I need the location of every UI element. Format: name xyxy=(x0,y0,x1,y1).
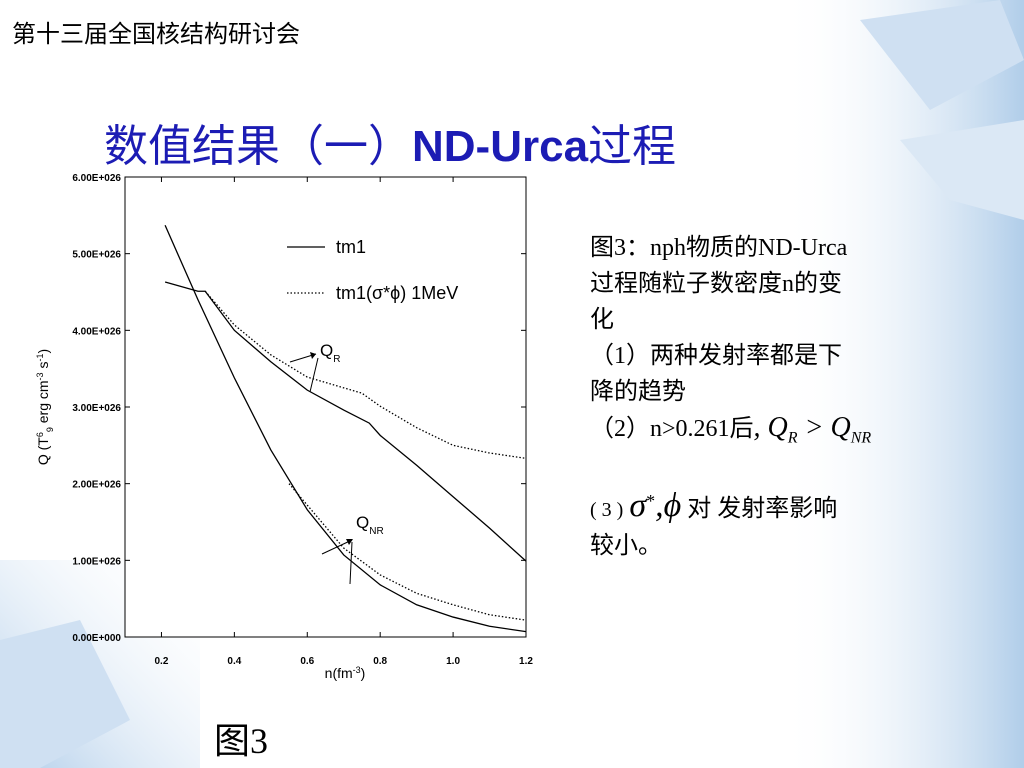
chart: n(fm-3) Q (T69 erg cm-3 s-1) 0.2 0.4 0.6 0.… xyxy=(35,173,533,681)
y-tick-label: 4.00E+026 xyxy=(72,326,121,337)
annotation-text: Q xyxy=(320,341,333,360)
label-part: -1 xyxy=(35,354,45,362)
arrowhead xyxy=(346,539,353,545)
annotation-sub: R xyxy=(333,354,340,365)
note-line: ( 3 ) σ*,ϕ 对 发射率影响 xyxy=(590,483,871,528)
title-text: 数值结果（一） xyxy=(104,121,412,172)
y-tick-label: 6.00E+026 xyxy=(72,173,121,184)
legend-label: tm1(σ*ϕ) 1MeV xyxy=(336,283,458,303)
legend-label: tm1 xyxy=(336,237,366,257)
math-q: Q xyxy=(767,412,788,443)
note-text: （2）n>0.261后 xyxy=(590,416,754,442)
x-tick-label: 0.8 xyxy=(373,656,387,667)
note-line: 较小。 xyxy=(590,532,662,559)
series-line xyxy=(164,281,527,562)
label-part: n(fm xyxy=(325,665,353,681)
math-star: * xyxy=(646,490,656,511)
series-line xyxy=(204,290,527,460)
label-part: Q (T xyxy=(35,437,51,465)
note-text: ( 3 ) xyxy=(590,498,624,521)
notes: 图3：nph物质的ND-Urca 过程随粒子数密度n的变 化 （1）两种发射率都… xyxy=(590,230,871,564)
y-tick-label: 0.00E+000 xyxy=(72,633,121,644)
series-line xyxy=(164,225,527,633)
math-phi: ,ϕ xyxy=(655,486,682,524)
math: , QR > QNR xyxy=(753,412,872,447)
arrow xyxy=(349,541,353,585)
annotation: QNR xyxy=(356,513,384,537)
note-line: 化 xyxy=(590,307,614,333)
label-part: s xyxy=(35,362,51,373)
math-sub: R xyxy=(787,429,798,447)
note-line: 降的趋势 xyxy=(590,379,686,405)
x-axis-label: n(fm-3) xyxy=(325,665,366,681)
math-sigma: σ xyxy=(629,486,647,524)
title-bold: ND-Urca xyxy=(412,122,589,171)
note-line: （1）两种发射率都是下 xyxy=(590,343,842,369)
title-text: 过程 xyxy=(588,121,677,172)
x-tick-label: 1.2 xyxy=(519,656,533,667)
label-part: 6 xyxy=(35,432,45,437)
math-q: Q xyxy=(830,412,851,443)
y-tick-label: 2.00E+026 xyxy=(72,480,121,491)
label-part: -3 xyxy=(35,372,45,380)
math-comma: , xyxy=(753,412,761,443)
annotation-text: Q xyxy=(356,513,369,532)
slide-title: 数值结果（一）ND-Urca过程 xyxy=(104,110,676,174)
math-sub: NR xyxy=(850,429,872,447)
annotation: QR xyxy=(320,341,340,365)
arrowhead xyxy=(310,352,316,359)
header: 第十三届全国核结构研讨会 xyxy=(12,20,300,48)
y-tick-label: 3.00E+026 xyxy=(72,403,121,414)
note-line: 过程随粒子数密度n的变 xyxy=(590,271,842,297)
arrow xyxy=(309,357,319,393)
y-tick-label: 5.00E+026 xyxy=(72,250,121,261)
x-tick-label: 0.4 xyxy=(227,656,241,667)
math-op: > xyxy=(804,412,824,443)
y-tick-label: 1.00E+026 xyxy=(72,556,121,567)
plot-frame xyxy=(124,176,527,638)
y-axis-label: Q (T69 erg cm-3 s-1) xyxy=(35,349,55,465)
label-part: ) xyxy=(35,349,51,354)
x-tick-label: 1.0 xyxy=(446,656,460,667)
label-part: 9 xyxy=(45,427,55,432)
x-tick-label: 0.6 xyxy=(300,656,314,667)
note-text: 对 发射率影响 xyxy=(687,495,838,522)
label-part: -3 xyxy=(353,665,361,675)
note-line: （2）n>0.261后, QR > QNR xyxy=(590,410,871,457)
label-part: ) xyxy=(361,665,366,681)
annotation-sub: NR xyxy=(369,526,383,537)
label-part: erg cm xyxy=(35,380,51,427)
caption: 图3 xyxy=(214,721,269,761)
note-line: 图3：nph物质的ND-Urca xyxy=(590,235,848,261)
x-tick-label: 0.2 xyxy=(155,656,169,667)
